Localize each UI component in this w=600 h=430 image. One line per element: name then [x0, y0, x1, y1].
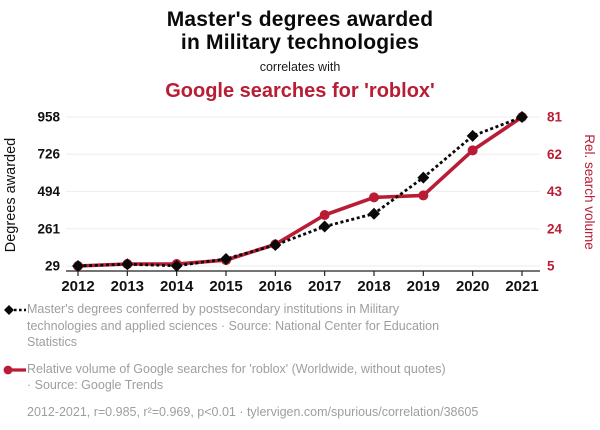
legend-label-searches: Relative volume of Google searches for '…	[27, 361, 446, 393]
svg-text:958: 958	[37, 110, 60, 125]
page-title: Master's degrees awarded in Military tec…	[0, 8, 600, 54]
chart-subtitle: Google searches for 'roblox'	[165, 80, 435, 102]
svg-text:5: 5	[547, 259, 555, 274]
svg-text:2013: 2013	[111, 278, 144, 295]
svg-text:2018: 2018	[357, 278, 390, 295]
red-solid-circle-series-icon	[3, 365, 26, 374]
svg-text:2012: 2012	[61, 278, 94, 295]
correlates-with-text: correlates with	[259, 60, 341, 74]
svg-text:Degrees awarded: Degrees awarded	[3, 138, 19, 252]
svg-text:81: 81	[547, 110, 563, 125]
svg-text:494: 494	[37, 184, 60, 199]
svg-text:43: 43	[547, 184, 563, 199]
svg-text:2019: 2019	[407, 278, 440, 295]
svg-text:Rel. search volume: Rel. search volume	[582, 134, 597, 250]
svg-text:29: 29	[45, 259, 60, 274]
svg-text:24: 24	[547, 221, 563, 236]
legend-item-searches: Relative volume of Google searches for '…	[3, 361, 563, 394]
svg-text:2020: 2020	[456, 278, 489, 295]
correlation-line-chart: 2012 2013 2014 2015 2016 2017 2018 2019 2020 2021…	[3, 110, 597, 296]
title-line-2: in Military technologies	[180, 31, 420, 54]
legend: Master's degrees conferred by postsecond…	[3, 301, 563, 419]
title-line-1: Master's degrees awarded	[166, 8, 434, 31]
svg-text:726: 726	[37, 147, 60, 162]
stats-footnote: 2012-2021, r=0.985, r²=0.969, p<0.01 · t…	[27, 404, 479, 419]
svg-text:2021: 2021	[505, 278, 538, 295]
svg-text:2014: 2014	[160, 278, 194, 295]
legend-label-degrees: Master's degrees conferred by postsecond…	[27, 302, 440, 349]
black-dotted-diamond-series-icon	[4, 305, 26, 315]
chart-header: Master's degrees awarded in Military tec…	[0, 0, 600, 102]
svg-text:2015: 2015	[209, 278, 242, 295]
legend-item-degrees: Master's degrees conferred by postsecond…	[3, 301, 563, 351]
svg-text:62: 62	[547, 147, 562, 162]
svg-text:261: 261	[37, 221, 60, 236]
svg-text:2017: 2017	[308, 278, 341, 295]
svg-text:2016: 2016	[259, 278, 292, 295]
